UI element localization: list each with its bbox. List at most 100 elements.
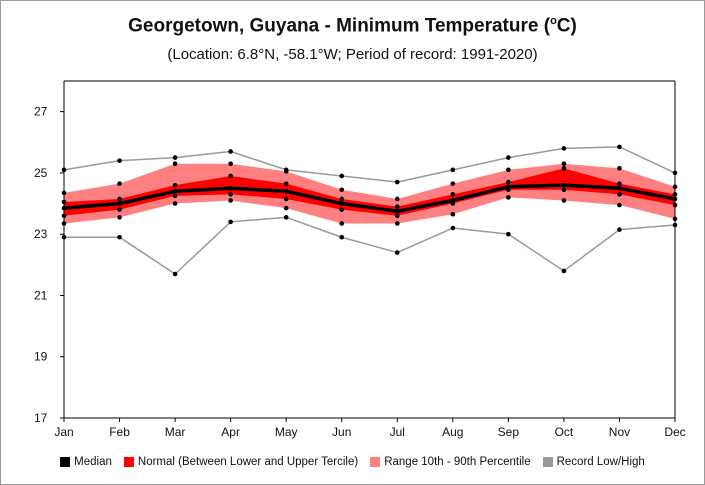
legend-item-range: Range 10th - 90th Percentile xyxy=(370,456,531,468)
y-tick-label: 23 xyxy=(34,227,48,241)
upper-tercile-point xyxy=(117,196,122,202)
median-point xyxy=(394,208,400,214)
x-tick-label: Oct xyxy=(555,425,574,439)
median-point xyxy=(228,185,233,191)
record-low-point xyxy=(117,234,122,240)
lower-tercile-point xyxy=(172,193,178,199)
record-low-point xyxy=(506,231,511,237)
p10-point xyxy=(394,221,400,226)
lower-tercile-point xyxy=(339,207,345,212)
chart-subtitle: (Location: 6.8°N, -58.1°W; Period of rec… xyxy=(167,46,538,63)
legend-label-range: Range 10th - 90th Percentile xyxy=(384,456,531,468)
p90-point xyxy=(283,169,289,174)
upper-tercile-point xyxy=(283,181,289,186)
record-low-point xyxy=(228,219,233,225)
x-tick-label: May xyxy=(275,425,298,439)
record-high-point xyxy=(394,179,400,185)
p10-point xyxy=(450,211,456,217)
upper-tercile-point xyxy=(172,182,178,188)
record-high-point xyxy=(450,167,456,173)
median-point xyxy=(506,184,511,189)
p10-point xyxy=(228,198,233,203)
lower-tercile-point xyxy=(228,192,233,197)
record-low-line xyxy=(64,216,676,275)
y-tick-label: 25 xyxy=(34,166,48,180)
legend-swatch-median xyxy=(60,457,71,467)
x-tick-label: Dec xyxy=(664,425,685,439)
lower-tercile-point xyxy=(617,192,622,197)
record-high-line xyxy=(63,146,676,183)
p10-point xyxy=(172,201,178,206)
legend-label-median: Median xyxy=(74,456,112,468)
median-point xyxy=(450,198,456,203)
legend-item-median: Median xyxy=(60,456,112,468)
p90-point xyxy=(228,161,233,167)
p90-point xyxy=(506,167,511,173)
p10-point xyxy=(339,221,345,226)
p10-point xyxy=(561,198,567,203)
x-tick-label: Jan xyxy=(54,425,73,439)
p90-point xyxy=(394,196,400,202)
p10-point xyxy=(617,202,622,208)
legend-swatch-record xyxy=(542,457,553,467)
record-low-point xyxy=(450,225,456,231)
upper-tercile-point xyxy=(394,204,400,209)
p90-point xyxy=(339,187,345,193)
record-high-point xyxy=(339,173,345,179)
legend-label-normal: Normal (Between Lower and Upper Tercile) xyxy=(137,456,359,468)
p90-point xyxy=(117,181,122,186)
x-tick-label: Nov xyxy=(609,425,630,439)
upper-tercile-point xyxy=(506,179,511,185)
x-tick-label: Jul xyxy=(390,425,405,439)
record-low-point xyxy=(283,215,289,220)
record-low-point xyxy=(339,234,345,240)
legend-swatch-normal xyxy=(123,457,134,467)
x-tick-label: Mar xyxy=(165,425,186,439)
legend-label-record: Record Low/High xyxy=(556,456,645,468)
y-tick-label: 21 xyxy=(34,288,48,302)
p10-point xyxy=(506,195,511,200)
lower-tercile-point xyxy=(283,196,289,202)
upper-tercile-point xyxy=(339,196,345,202)
median-point xyxy=(172,188,178,194)
p90-point xyxy=(617,166,622,171)
lower-tercile-point xyxy=(394,213,400,219)
x-tick-label: Sep xyxy=(498,425,520,439)
record-low-point xyxy=(617,227,622,232)
upper-tercile-point xyxy=(450,192,456,197)
y-tick-label: 27 xyxy=(34,105,48,119)
lower-tercile-point xyxy=(561,187,567,193)
chart-legend: Median Normal (Between Lower and Upper T… xyxy=(1,456,704,468)
median-point xyxy=(117,201,122,206)
legend-item-record: Record Low/High xyxy=(542,456,645,468)
median-point xyxy=(283,188,289,194)
p10-point xyxy=(117,215,122,220)
normal-tercile-band xyxy=(64,168,675,216)
x-tick-label: Aug xyxy=(442,425,463,439)
record-high-point xyxy=(617,144,622,150)
median-point xyxy=(561,182,567,188)
y-tick-label: 19 xyxy=(34,350,48,364)
y-tick-label: 17 xyxy=(34,411,48,425)
record-high-point xyxy=(172,155,178,160)
lower-tercile-point xyxy=(117,207,122,212)
median-point xyxy=(339,201,345,206)
p10-point xyxy=(283,205,289,211)
record-high-point xyxy=(561,146,567,151)
x-tick-label: Apr xyxy=(221,425,240,439)
p90-point xyxy=(172,161,178,167)
p90-point xyxy=(561,161,567,167)
upper-tercile-point xyxy=(228,173,233,179)
chart-title: Georgetown, Guyana - Minimum Temperature… xyxy=(128,15,577,37)
record-low-point xyxy=(561,268,567,274)
legend-swatch-range xyxy=(370,457,381,467)
upper-tercile-point xyxy=(617,181,622,186)
median-point xyxy=(617,185,622,191)
x-tick-label: Jun xyxy=(332,425,351,439)
record-low-point xyxy=(394,250,400,255)
record-high-point xyxy=(117,158,122,163)
record-low-point xyxy=(172,271,178,277)
x-tick-label: Feb xyxy=(109,425,130,439)
record-high-point xyxy=(228,149,233,154)
